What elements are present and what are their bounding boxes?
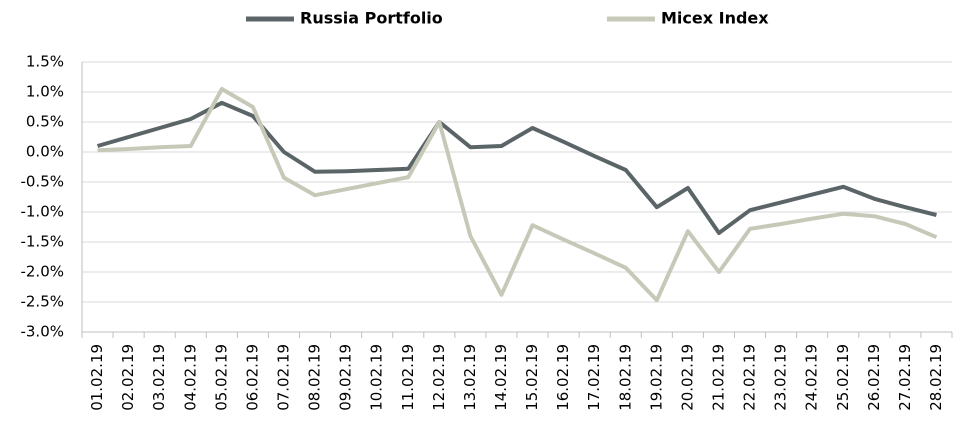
x-tick-label: 10.02.19 — [368, 344, 386, 411]
x-tick-label: 05.02.19 — [212, 344, 230, 411]
y-tick-label: 1.5% — [26, 53, 64, 71]
x-tick-label: 04.02.19 — [181, 344, 199, 411]
x-tick-label: 24.02.19 — [803, 344, 821, 411]
x-tick-label: 27.02.19 — [896, 344, 914, 411]
y-tick-label: -2.5% — [20, 293, 64, 311]
x-tick-label: 02.02.19 — [119, 344, 137, 411]
x-tick-label: 15.02.19 — [523, 344, 541, 411]
x-tick-label: 09.02.19 — [337, 344, 355, 411]
x-tick-label: 28.02.19 — [927, 344, 945, 411]
x-tick-label: 07.02.19 — [274, 344, 292, 411]
x-tick-label: 03.02.19 — [150, 344, 168, 411]
y-tick-label: 0.5% — [26, 113, 64, 131]
y-tick-label: -1.0% — [20, 203, 64, 221]
x-tick-label: 13.02.19 — [461, 344, 479, 411]
y-tick-label: -0.5% — [20, 173, 64, 191]
x-tick-label: 06.02.19 — [243, 344, 261, 411]
y-tick-label: -3.0% — [20, 323, 64, 341]
y-tick-label: 1.0% — [26, 83, 64, 101]
x-tick-label: 23.02.19 — [772, 344, 790, 411]
legend-label: Micex Index — [661, 9, 769, 28]
y-tick-label: -2.0% — [20, 263, 64, 281]
y-tick-label: -1.5% — [20, 233, 64, 251]
x-tick-label: 20.02.19 — [678, 344, 696, 411]
x-tick-label: 11.02.19 — [399, 344, 417, 411]
x-tick-label: 21.02.19 — [709, 344, 727, 411]
y-tick-label: 0.0% — [26, 143, 64, 161]
x-tick-label: 16.02.19 — [554, 344, 572, 411]
x-tick-label: 17.02.19 — [585, 344, 603, 411]
x-tick-label: 01.02.19 — [88, 344, 106, 411]
series-line — [97, 87, 938, 303]
x-tick-label: 26.02.19 — [865, 344, 883, 411]
x-tick-label: 14.02.19 — [492, 344, 510, 411]
x-tick-label: 08.02.19 — [306, 344, 324, 411]
x-tick-label: 22.02.19 — [741, 344, 759, 411]
legend-label: Russia Portfolio — [300, 9, 443, 28]
series-line — [96, 100, 937, 235]
x-tick-label: 25.02.19 — [834, 344, 852, 411]
x-tick-label: 18.02.19 — [616, 344, 634, 411]
x-tick-label: 19.02.19 — [647, 344, 665, 411]
x-tick-label: 12.02.19 — [430, 344, 448, 411]
